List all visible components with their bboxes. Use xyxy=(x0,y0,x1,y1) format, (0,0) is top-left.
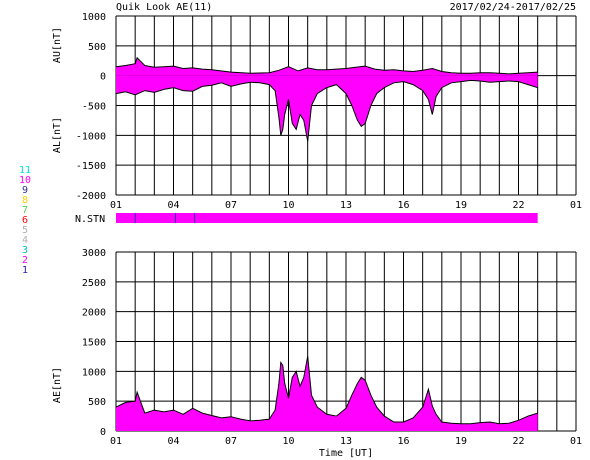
x-axis-label: Time [UT] xyxy=(319,448,373,459)
y-axis-label-au: AU[nT] xyxy=(52,27,63,63)
al-series-fill xyxy=(116,75,538,142)
station-key-label: 10 xyxy=(19,175,31,186)
x-tick-label: 04 xyxy=(167,436,179,447)
x-tick-label: 13 xyxy=(340,200,352,211)
x-tick-label: 22 xyxy=(512,436,524,447)
x-tick-label: 01 xyxy=(570,436,582,447)
y-tick-label: 1000 xyxy=(82,367,106,378)
x-tick-label: 01 xyxy=(110,436,122,447)
station-key-label: 4 xyxy=(22,235,28,246)
y-tick-label: 500 xyxy=(88,397,106,408)
x-tick-label: 19 xyxy=(455,200,467,211)
x-tick-label: 01 xyxy=(110,200,122,211)
y-axis-label-ae: AE[nT] xyxy=(52,367,63,403)
ae-panel: 3000 2500 2000 1500 1000 500 0 01 04 07 10 13 16 19 22… xyxy=(52,248,582,459)
y-tick-label: 0 xyxy=(100,427,106,438)
al-series-line xyxy=(115,79,538,142)
station-key-label: 9 xyxy=(22,185,28,196)
y-tick-label: 2000 xyxy=(82,308,106,319)
y-tick-label: 3000 xyxy=(82,248,106,259)
y-tick-label: -1000 xyxy=(76,131,106,142)
x-tick-label: 16 xyxy=(397,436,409,447)
y-tick-label: 1000 xyxy=(82,12,106,23)
y-tick-label: 0 xyxy=(100,72,106,83)
station-key-label: 8 xyxy=(22,195,28,206)
y-axis-label-al: AL[nT] xyxy=(52,117,63,153)
x-tick-label: 04 xyxy=(167,200,179,211)
x-tick-label: 13 xyxy=(340,436,352,447)
x-tick-label: 07 xyxy=(225,436,237,447)
y-tick-label: 500 xyxy=(88,42,106,53)
x-tick-label: 19 xyxy=(455,436,467,447)
chart-title: Quik Look AE(11) xyxy=(116,2,212,13)
y-tick-label: -2000 xyxy=(76,191,106,202)
date-range: 2017/02/24-2017/02/25 xyxy=(450,2,576,13)
x-tick-label: 16 xyxy=(397,200,409,211)
station-key-label: 6 xyxy=(22,215,28,226)
y-tick-label: 1500 xyxy=(82,338,106,349)
station-key-label: 5 xyxy=(22,225,28,236)
au-al-panel: 1000 500 0 -500 -1000 -1500 -2000 01 04 07 10 13 16 1… xyxy=(52,12,582,211)
station-key-label: 2 xyxy=(22,255,28,266)
x-tick-label: 10 xyxy=(282,436,294,447)
station-key-label: 11 xyxy=(19,165,31,176)
station-key-label: 3 xyxy=(22,245,28,256)
nstn-label: N.STN xyxy=(75,214,105,225)
y-tick-label: 2500 xyxy=(82,278,106,289)
y-tick-label: -1500 xyxy=(76,161,106,172)
x-tick-label: 07 xyxy=(225,200,237,211)
station-key-label: 1 xyxy=(22,265,28,276)
y-tick-label: -500 xyxy=(82,102,106,113)
nstn-bar xyxy=(116,213,538,223)
ae-series-fill xyxy=(116,356,538,431)
x-tick-label: 10 xyxy=(282,200,294,211)
station-count-panel: N.STN xyxy=(75,213,538,225)
ae-series-line xyxy=(115,356,538,425)
x-tick-label: 01 xyxy=(570,200,582,211)
au-series-line xyxy=(115,56,538,75)
station-key-label: 7 xyxy=(22,205,28,216)
x-tick-label: 22 xyxy=(512,200,524,211)
